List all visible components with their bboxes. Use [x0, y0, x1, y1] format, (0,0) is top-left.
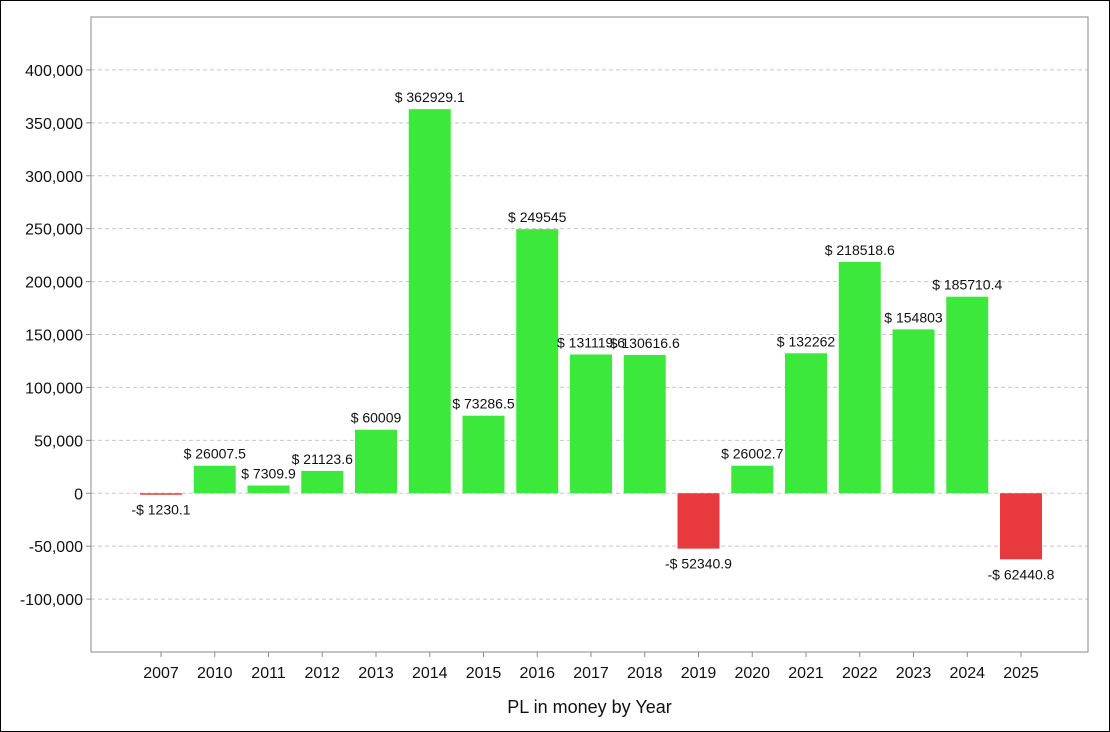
y-tick-label: -100,000 — [20, 592, 83, 609]
x-tick-label: 2007 — [143, 665, 179, 682]
y-tick-label: 0 — [74, 486, 83, 503]
y-tick-label: 250,000 — [25, 222, 83, 239]
data-label: $ 26002.7 — [721, 446, 783, 462]
bar — [838, 261, 881, 494]
data-label: $ 131119.6 — [557, 334, 625, 350]
x-tick-label: 2023 — [896, 665, 932, 682]
data-label: $ 21123.6 — [292, 451, 353, 467]
x-tick-label: 2022 — [842, 665, 878, 682]
y-tick-label: 350,000 — [25, 116, 83, 133]
data-label: $ 249545 — [508, 209, 567, 225]
bar — [140, 493, 182, 495]
bar — [892, 329, 935, 494]
x-tick-label: 2021 — [788, 665, 824, 682]
data-label: $ 362929.1 — [395, 89, 465, 105]
bar — [301, 470, 344, 494]
data-label: $ 218518.6 — [825, 242, 895, 258]
y-tick-label: -50,000 — [29, 539, 83, 556]
x-axis-title: PL in money by Year — [507, 697, 671, 717]
x-tick-label: 2020 — [734, 665, 770, 682]
data-label: $ 132262 — [777, 333, 836, 349]
x-tick-label: 2025 — [1003, 665, 1039, 682]
bar — [731, 465, 774, 494]
data-label: $ 130616.6 — [610, 335, 680, 351]
x-tick-label: 2010 — [197, 665, 233, 682]
bar — [247, 485, 290, 494]
bars — [140, 109, 1042, 560]
x-tick-label: 2015 — [466, 665, 502, 682]
data-label: -$ 62440.8 — [988, 566, 1055, 582]
bar — [408, 109, 451, 494]
x-tick-label: 2014 — [412, 665, 448, 682]
data-label: $ 73286.5 — [452, 396, 514, 412]
data-label: -$ 1230.1 — [131, 502, 190, 518]
x-tick-label: 2018 — [627, 665, 663, 682]
data-label: $ 154803 — [884, 309, 943, 325]
bar — [946, 296, 989, 494]
bar — [570, 354, 612, 494]
y-tick-label: 200,000 — [25, 275, 83, 292]
data-label: $ 185710.4 — [932, 277, 1002, 293]
y-tick-label: 50,000 — [34, 433, 83, 450]
x-tick-label: 2024 — [949, 665, 985, 682]
bar — [355, 429, 397, 494]
y-tick-label: 150,000 — [25, 328, 83, 345]
data-label: $ 60009 — [351, 410, 402, 426]
y-tick-label: 100,000 — [25, 380, 83, 397]
x-tick-label: 2011 — [251, 665, 286, 682]
bar — [193, 465, 236, 494]
x-tick-label: 2013 — [358, 665, 394, 682]
x-tick-label: 2019 — [681, 665, 717, 682]
x-tick-label: 2012 — [304, 665, 340, 682]
y-tick-label: 400,000 — [25, 63, 83, 80]
bar — [623, 355, 666, 494]
bar — [677, 493, 720, 549]
data-labels: -$ 1230.1 $ 26007.5 $ 7309.9$ 21123.6 $ 600… — [131, 89, 1054, 582]
x-tick-label: 2016 — [519, 665, 555, 682]
data-label: $ 26007.5 — [184, 446, 246, 462]
y-tick-label: 300,000 — [25, 169, 83, 186]
data-label: -$ 52340.9 — [665, 556, 732, 572]
x-tick-label: 2017 — [573, 665, 609, 682]
bar — [462, 415, 505, 494]
bar — [516, 229, 559, 494]
data-label: $ 7309.9 — [241, 466, 296, 482]
bar — [1000, 493, 1042, 560]
axes: -100,000 -50,000 0 50,000 100,000 150,000 200,… — [20, 16, 1089, 682]
bar — [785, 353, 827, 494]
